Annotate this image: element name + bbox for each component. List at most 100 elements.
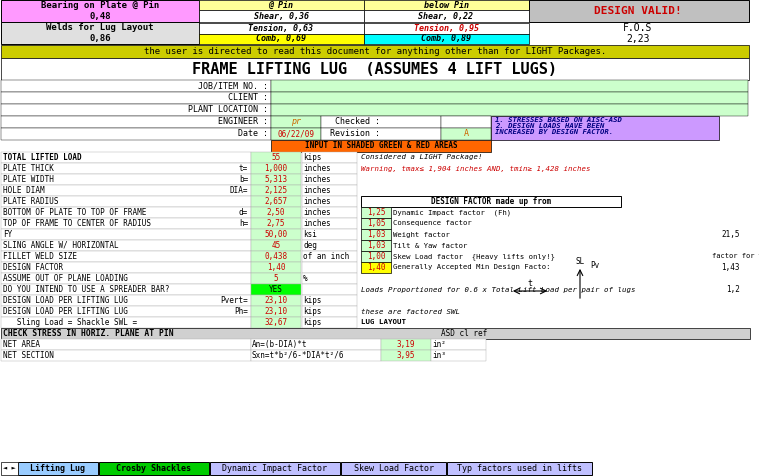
- Bar: [251, 306, 301, 317]
- Text: HOLE DIAM: HOLE DIAM: [3, 186, 45, 195]
- Bar: [1, 328, 750, 339]
- Bar: [302, 306, 357, 317]
- Bar: [302, 240, 357, 251]
- Text: 50,00: 50,00: [264, 230, 288, 239]
- Bar: [271, 140, 491, 152]
- Text: Sling Load = Shackle SWL =: Sling Load = Shackle SWL =: [3, 318, 137, 327]
- Bar: [321, 128, 441, 140]
- Text: PLATE THICK: PLATE THICK: [3, 164, 54, 173]
- Bar: [1, 185, 251, 196]
- Bar: [1, 92, 271, 104]
- Text: Comb, 0,89: Comb, 0,89: [421, 34, 471, 43]
- Text: below Pin: below Pin: [424, 0, 468, 10]
- Text: 1,2: 1,2: [726, 285, 740, 294]
- Bar: [361, 262, 391, 273]
- Text: Ph=: Ph=: [234, 307, 248, 316]
- Bar: [1, 22, 199, 44]
- Text: 1,40: 1,40: [367, 263, 386, 272]
- Bar: [1, 163, 251, 174]
- Text: t=: t=: [239, 164, 248, 173]
- Bar: [251, 273, 301, 284]
- Text: inches: inches: [303, 175, 331, 184]
- Text: 1,03: 1,03: [367, 241, 386, 250]
- Bar: [251, 251, 301, 262]
- Bar: [1, 152, 251, 163]
- Bar: [251, 185, 301, 196]
- Text: Skew Load Factor: Skew Load Factor: [354, 464, 433, 473]
- Text: INPUT IN SHADED GREEN & RED AREAS: INPUT IN SHADED GREEN & RED AREAS: [304, 141, 458, 150]
- Text: deg: deg: [303, 241, 317, 250]
- Bar: [302, 229, 357, 240]
- Text: inches: inches: [303, 208, 331, 217]
- Text: Date :: Date :: [238, 129, 268, 139]
- Text: ENGINEER :: ENGINEER :: [218, 118, 268, 127]
- Text: TOTAL LIFTED LOAD: TOTAL LIFTED LOAD: [3, 153, 82, 162]
- Text: SLING ANGLE W/ HORIZONTAL: SLING ANGLE W/ HORIZONTAL: [3, 241, 118, 250]
- Text: Crosby Shackles: Crosby Shackles: [116, 464, 191, 473]
- Text: 3,19: 3,19: [397, 340, 415, 349]
- Bar: [302, 317, 357, 328]
- Text: @ Pin: @ Pin: [269, 0, 294, 10]
- Text: 2,125: 2,125: [264, 186, 288, 195]
- Text: Pvert=: Pvert=: [220, 296, 248, 305]
- Text: b=: b=: [239, 175, 248, 184]
- Text: PLATE WIDTH: PLATE WIDTH: [3, 175, 54, 184]
- Text: DESIGN FACTOR: DESIGN FACTOR: [3, 263, 63, 272]
- Bar: [364, 0, 529, 10]
- Bar: [1, 306, 251, 317]
- Bar: [1, 104, 271, 116]
- Text: Comb, 0,69: Comb, 0,69: [256, 34, 306, 43]
- Text: 1,03: 1,03: [367, 230, 386, 239]
- Text: Tension, 0,95: Tension, 0,95: [414, 23, 478, 32]
- Text: Tilt & Yaw factor: Tilt & Yaw factor: [393, 242, 468, 248]
- Bar: [251, 229, 301, 240]
- Bar: [271, 80, 748, 92]
- Text: 2. DESIGN LOADS HAVE BEEN: 2. DESIGN LOADS HAVE BEEN: [495, 123, 604, 129]
- Bar: [1, 273, 251, 284]
- Bar: [251, 295, 301, 306]
- Bar: [321, 116, 441, 128]
- Text: 3,95: 3,95: [397, 351, 415, 360]
- Text: FRAME LIFTING LUG  (ASSUMES 4 LIFT LUGS): FRAME LIFTING LUG (ASSUMES 4 LIFT LUGS): [193, 61, 558, 77]
- Text: 23,10: 23,10: [264, 296, 288, 305]
- Bar: [491, 116, 719, 140]
- Bar: [199, 34, 364, 44]
- Text: Consequence factor: Consequence factor: [393, 220, 472, 227]
- Bar: [441, 128, 491, 140]
- Bar: [361, 240, 391, 251]
- Bar: [364, 10, 529, 22]
- Text: kips: kips: [303, 296, 322, 305]
- Bar: [251, 174, 301, 185]
- Text: 2,75: 2,75: [266, 219, 285, 228]
- Bar: [271, 92, 748, 104]
- Bar: [341, 462, 446, 475]
- Text: PLATE RADIUS: PLATE RADIUS: [3, 197, 58, 206]
- Text: kips: kips: [303, 153, 322, 162]
- Bar: [302, 262, 357, 273]
- Bar: [251, 240, 301, 251]
- Bar: [447, 462, 592, 475]
- Text: FILLET WELD SIZE: FILLET WELD SIZE: [3, 252, 77, 261]
- Text: SL: SL: [575, 257, 584, 266]
- Bar: [251, 196, 301, 207]
- Bar: [251, 207, 301, 218]
- Text: F.O.S: F.O.S: [623, 23, 653, 33]
- Bar: [1, 218, 251, 229]
- Bar: [199, 10, 364, 22]
- Bar: [431, 339, 486, 350]
- Bar: [381, 339, 431, 350]
- Bar: [361, 196, 621, 207]
- Bar: [381, 350, 431, 361]
- Bar: [1, 58, 749, 80]
- Bar: [1, 196, 251, 207]
- Bar: [364, 34, 529, 44]
- Bar: [364, 23, 529, 34]
- Bar: [251, 218, 301, 229]
- Text: ASD cl ref: ASD cl ref: [441, 329, 487, 338]
- Text: 32,67: 32,67: [264, 318, 288, 327]
- Bar: [302, 273, 357, 284]
- Text: Dynamic Impact factor  (Fh): Dynamic Impact factor (Fh): [393, 209, 511, 216]
- Bar: [1, 128, 271, 140]
- Text: 23,10: 23,10: [264, 307, 288, 316]
- Text: h=: h=: [239, 219, 248, 228]
